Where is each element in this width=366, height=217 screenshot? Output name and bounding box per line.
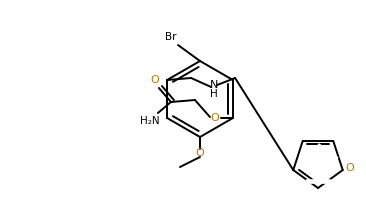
Text: O: O: [150, 75, 159, 85]
Text: H: H: [210, 89, 218, 99]
Text: O: O: [195, 148, 204, 158]
Text: O: O: [346, 163, 354, 173]
Text: O: O: [210, 113, 219, 123]
Text: H₂N: H₂N: [140, 116, 160, 126]
Text: Br: Br: [165, 32, 177, 42]
Text: N: N: [210, 80, 218, 90]
